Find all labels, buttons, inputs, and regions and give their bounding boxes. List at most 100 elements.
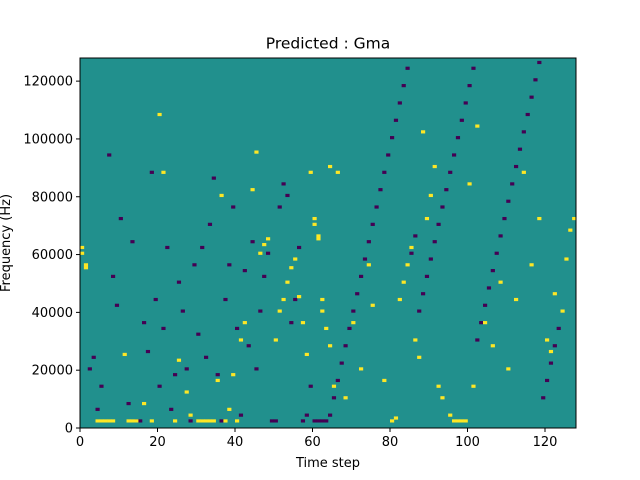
bright-cell	[467, 182, 472, 186]
bright-cell	[432, 164, 437, 169]
dark-cell	[238, 413, 244, 417]
dark-cell	[235, 326, 240, 331]
plot-frame	[79, 57, 577, 429]
dark-cell	[331, 396, 337, 400]
dark-cell	[285, 193, 290, 198]
dark-cell	[386, 153, 391, 157]
dark-cell	[149, 170, 154, 174]
dark-cell	[502, 216, 507, 221]
dark-cell	[448, 170, 453, 174]
dark-cell	[258, 309, 263, 313]
bright-cell	[506, 367, 511, 371]
bright-cell	[320, 309, 325, 313]
bright-cell	[421, 130, 426, 134]
bright-cell	[273, 338, 278, 342]
dark-cell	[211, 176, 216, 180]
dark-cell	[378, 188, 383, 192]
dark-cell	[366, 240, 371, 244]
dark-cell	[312, 419, 317, 423]
dark-cell	[87, 367, 92, 371]
y-tick-label: 40000	[32, 306, 73, 321]
dark-cell	[118, 216, 123, 221]
y-tick-label: 20000	[32, 364, 73, 379]
dark-cell	[273, 419, 278, 423]
bright-cell	[390, 419, 395, 423]
bright-cell	[572, 216, 577, 221]
dark-cell	[145, 349, 151, 354]
bright-cell	[300, 321, 306, 325]
dark-cell	[494, 251, 499, 255]
bright-cell	[316, 234, 321, 238]
bright-cell	[83, 266, 89, 270]
bright-cell	[529, 263, 534, 267]
bright-cell	[103, 419, 108, 423]
x-axis: 0 20 40 60 80 100 120	[76, 428, 557, 450]
dark-cell	[467, 84, 472, 88]
dark-cell	[452, 153, 457, 157]
dark-cell	[320, 419, 325, 423]
dark-cell	[359, 274, 364, 278]
bright-cell	[343, 396, 348, 400]
dark-cell	[153, 297, 158, 302]
x-tick-label: 80	[382, 435, 399, 450]
bright-cell	[277, 309, 282, 313]
bright-cell	[227, 407, 232, 411]
bright-cell	[324, 326, 329, 331]
dark-cell	[207, 222, 213, 226]
bright-cell	[196, 419, 201, 423]
dark-cell	[91, 355, 96, 359]
bright-cell	[285, 280, 290, 284]
y-tick-label: 120000	[23, 75, 73, 90]
dark-cell	[223, 297, 228, 302]
dark-cell	[324, 419, 329, 423]
dark-cell	[405, 66, 410, 70]
bright-cell	[335, 170, 340, 174]
bright-cell	[320, 297, 325, 302]
dark-cell	[362, 257, 368, 261]
bright-cell	[452, 419, 457, 423]
dark-cell	[548, 361, 554, 365]
bright-cell	[428, 193, 433, 198]
dark-cell	[184, 367, 189, 371]
bright-cell	[126, 419, 131, 423]
dark-cell	[351, 309, 356, 313]
dark-cell	[339, 361, 344, 365]
bright-cell	[475, 124, 480, 128]
dark-cell	[289, 321, 294, 325]
dark-cell	[215, 373, 220, 377]
bright-cell	[235, 419, 240, 423]
bright-cell	[134, 419, 139, 423]
y-axis-title: Frequency (Hz)	[0, 194, 14, 292]
bright-cell	[289, 266, 294, 270]
bright-cell	[436, 384, 441, 388]
bright-cell	[548, 349, 554, 354]
bright-cell	[448, 413, 453, 417]
bright-cell	[328, 164, 333, 169]
bright-cell	[537, 216, 542, 221]
dark-cell	[486, 286, 492, 290]
bright-cell	[207, 419, 213, 423]
bright-cell	[498, 280, 503, 284]
dark-cell	[95, 407, 100, 411]
dark-cell	[219, 419, 224, 423]
bright-cell	[83, 263, 89, 267]
heatmap-background	[80, 58, 576, 428]
bright-cell	[514, 297, 519, 302]
bright-cell	[483, 321, 488, 325]
bright-cell	[382, 378, 387, 383]
bright-cell	[107, 419, 112, 423]
dark-cell	[111, 274, 116, 278]
bright-cell	[258, 251, 263, 255]
dark-cell	[413, 234, 418, 238]
dark-cell	[370, 222, 375, 226]
heatmap-cells	[80, 60, 577, 423]
dark-cell	[297, 245, 302, 250]
dark-cell	[529, 95, 534, 99]
dark-cell	[281, 182, 286, 186]
bright-cell	[471, 384, 476, 388]
dark-cell	[188, 419, 193, 423]
dark-cell	[545, 378, 550, 383]
dark-cell	[355, 292, 360, 296]
bright-cell	[405, 263, 410, 267]
